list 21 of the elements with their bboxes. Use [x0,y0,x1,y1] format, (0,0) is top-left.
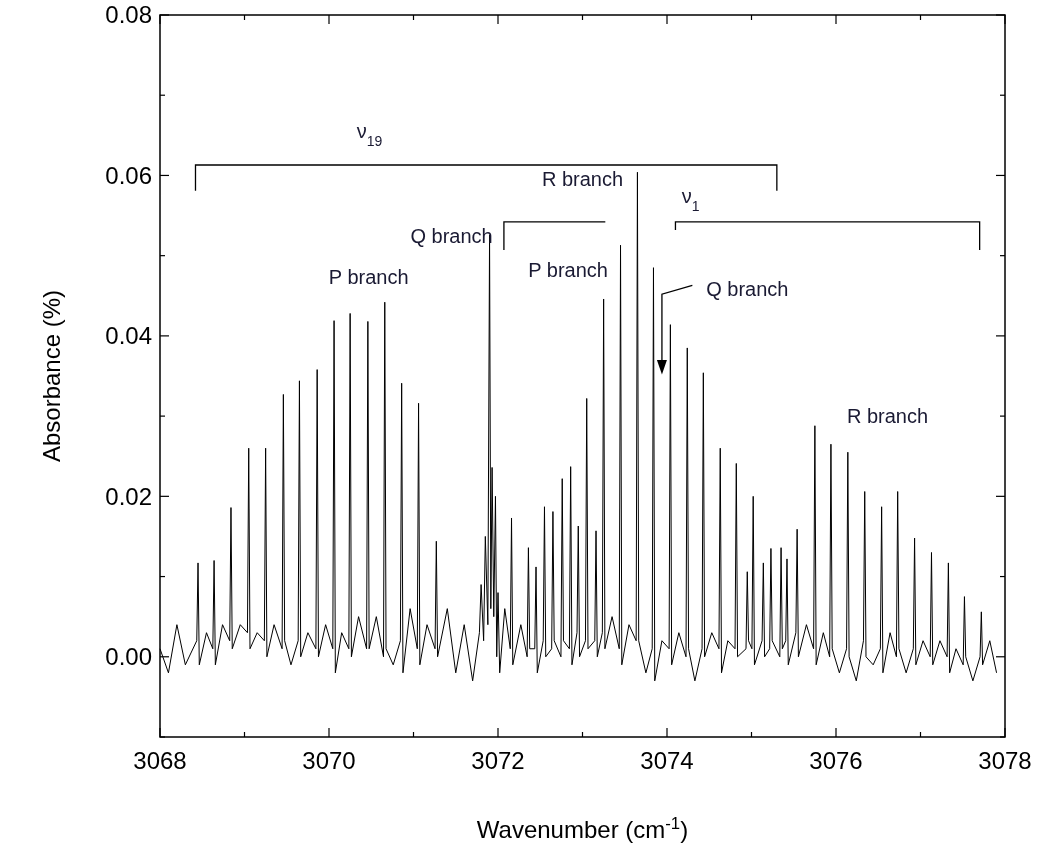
y-tick-label: 0.00 [105,643,152,671]
y-tick-label: 0.02 [105,482,152,510]
y-tick-label: 0.06 [105,161,152,189]
x-tick-label: 3078 [978,747,1032,774]
y-tick-label: 0.04 [105,322,152,350]
x-tick-label: 3076 [809,747,863,774]
annotation: P branch [328,266,409,289]
y-tick-label: 0.08 [105,1,152,29]
x-axis-title: Wavenumber (cm$^{-1}$) [476,813,689,843]
x-tick-label: 3068 [133,747,187,774]
annotation: Q branch [706,278,789,301]
annotation: R branch [846,405,929,428]
annotation: ν$_{19}$ [356,120,383,150]
annotation: ν$_{1}$ [681,184,700,214]
x-tick-label: 3070 [302,747,356,774]
annotation: P branch [528,259,608,282]
x-tick-label: 3074 [640,747,694,774]
x-tick-label: 3072 [471,747,525,774]
y-axis-title: Absorbance (%) [38,289,65,463]
annotation: R branch [541,167,624,190]
annotation: Q branch [410,224,493,247]
